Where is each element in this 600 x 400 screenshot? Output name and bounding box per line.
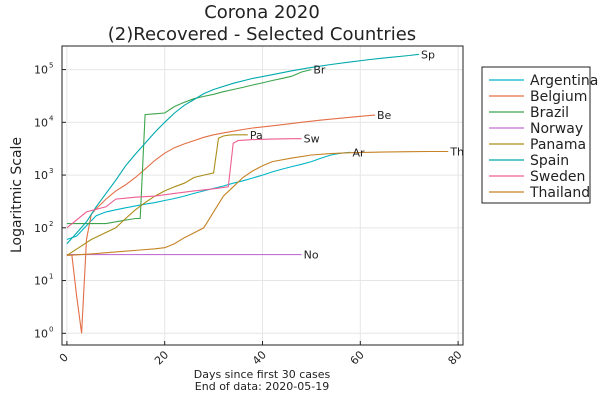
y-tick-exponent: 2 xyxy=(49,220,53,228)
x-tick-label: 60 xyxy=(348,348,367,367)
y-tick-exponent: 0 xyxy=(49,325,53,333)
y-tick-base: 10 xyxy=(34,169,48,182)
end-label-brazil: Br xyxy=(313,64,326,77)
y-tick-base: 10 xyxy=(34,275,48,288)
y-tick-exponent: 5 xyxy=(49,62,53,70)
legend-item-spain: Spain xyxy=(530,153,569,169)
end-label-belgium: Be xyxy=(377,109,392,122)
legend-item-belgium: Belgium xyxy=(530,89,587,105)
legend-item-sweden: Sweden xyxy=(530,169,585,185)
x-tick-label: 20 xyxy=(152,348,171,367)
y-tick-label: 10 5 xyxy=(34,62,53,77)
end-label-panama: Pa xyxy=(250,129,263,142)
legend-item-argentina: Argentina xyxy=(530,73,598,89)
y-tick-exponent: 1 xyxy=(49,273,53,281)
chart-title-line2: (2)Recovered - Selected Countries xyxy=(108,24,416,45)
chart-title-line1: Corona 2020 xyxy=(204,2,320,23)
y-tick-label: 10 1 xyxy=(34,273,53,288)
y-tick-label: 10 4 xyxy=(34,114,54,129)
y-tick-label: 10 3 xyxy=(34,167,53,182)
y-tick-base: 10 xyxy=(34,116,48,129)
end-label-thailand: Th xyxy=(449,145,464,158)
end-label-argentina: Ar xyxy=(353,146,366,159)
y-tick-exponent: 4 xyxy=(49,114,54,122)
y-tick-exponent: 3 xyxy=(49,167,53,175)
x-tick-label: 80 xyxy=(446,348,465,367)
x-axis-label-line2: End of data: 2020-05-19 xyxy=(195,380,329,393)
legend-item-panama: Panama xyxy=(530,137,586,153)
end-label-norway: No xyxy=(304,249,319,262)
series-end-labels: Ar Be Br No Pa Sp Sw Th xyxy=(250,48,464,261)
legend-item-brazil: Brazil xyxy=(530,105,569,121)
legend-item-thailand: Thailand xyxy=(529,185,590,201)
series-line-brazil xyxy=(66,69,312,225)
legend-box xyxy=(481,66,591,204)
y-tick-base: 10 xyxy=(34,64,48,77)
x-axis-label-line1: Days since first 30 cases xyxy=(194,368,331,381)
series-line-sweden xyxy=(66,138,302,229)
series-line-panama xyxy=(66,134,248,256)
series-line-spain xyxy=(66,53,420,245)
grid-lines xyxy=(62,46,463,345)
y-tick-base: 10 xyxy=(34,327,48,340)
legend-item-norway: Norway xyxy=(530,121,583,137)
series-line-thailand xyxy=(66,150,449,256)
x-tick-label: 0 xyxy=(57,351,71,365)
y-tick-base: 10 xyxy=(34,222,48,235)
y-axis-label: Logaritmic Scale xyxy=(9,137,25,253)
end-label-sweden: Sw xyxy=(304,133,320,146)
legend: ArgentinaBelgiumBrazilNorwayPanamaSpainS… xyxy=(481,66,598,204)
series-lines xyxy=(66,53,449,334)
end-label-spain: Sp xyxy=(421,48,435,61)
y-tick-label: 10 2 xyxy=(34,220,53,235)
y-tick-label: 10 0 xyxy=(34,325,53,340)
series-line-belgium xyxy=(66,114,376,334)
x-tick-label: 40 xyxy=(250,348,269,367)
